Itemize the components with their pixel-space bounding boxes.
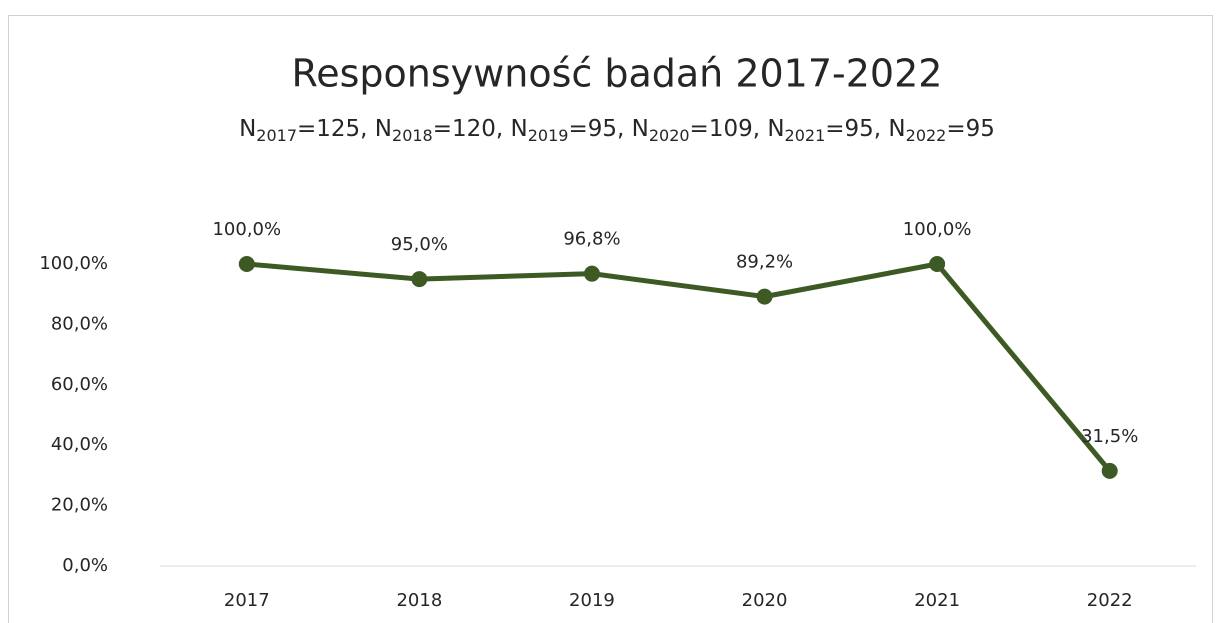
- x-tick-label: 2021: [914, 590, 960, 611]
- subtitle-text: =95, N: [825, 116, 905, 142]
- marker: [238, 256, 255, 272]
- data-label: 31,5%: [1081, 426, 1138, 447]
- subtitle-text: N: [239, 116, 256, 142]
- y-tick-label: 40,0%: [51, 434, 108, 455]
- y-tick-label: 60,0%: [51, 374, 108, 395]
- marker: [929, 256, 946, 272]
- y-tick-label: 20,0%: [51, 495, 108, 516]
- chart-frame: [8, 15, 1213, 623]
- subtitle-text: =95, N: [568, 116, 648, 142]
- data-label: 100,0%: [212, 219, 281, 240]
- data-label: 96,8%: [563, 229, 620, 250]
- data-label: 100,0%: [903, 219, 972, 240]
- marker: [1101, 462, 1118, 479]
- marker: [583, 265, 600, 282]
- y-tick-label: 0,0%: [62, 555, 108, 576]
- x-tick-label: 2019: [569, 590, 615, 611]
- y-tick-label: 80,0%: [51, 313, 108, 334]
- marker: [411, 271, 428, 288]
- subtitle-text: =109, N: [690, 116, 785, 142]
- subtitle-subscript: 2022: [906, 126, 947, 145]
- subtitle-subscript: 2021: [785, 126, 826, 145]
- y-tick-label: 100,0%: [39, 253, 108, 274]
- marker: [756, 288, 773, 305]
- x-tick-label: 2022: [1087, 590, 1133, 611]
- x-tick-label: 2017: [224, 590, 270, 611]
- chart-title: Responsywność badań 2017-2022: [292, 52, 943, 96]
- data-label: 95,0%: [391, 234, 448, 255]
- subtitle-subscript: 2017: [256, 126, 297, 145]
- line: [246, 261, 1112, 473]
- chart-subtitle: N2017=125, N2018=120, N2019=95, N2020=10…: [239, 116, 995, 145]
- subtitle-subscript: 2020: [649, 126, 690, 145]
- subtitle-subscript: 2019: [528, 126, 569, 145]
- subtitle-text: =95: [946, 116, 995, 142]
- x-tick-label: 2020: [742, 590, 788, 611]
- subtitle-text: =125, N: [297, 116, 392, 142]
- subtitle-subscript: 2018: [392, 126, 433, 145]
- data-label: 89,2%: [736, 252, 793, 273]
- subtitle-text: =120, N: [433, 116, 528, 142]
- x-tick-label: 2018: [396, 590, 442, 611]
